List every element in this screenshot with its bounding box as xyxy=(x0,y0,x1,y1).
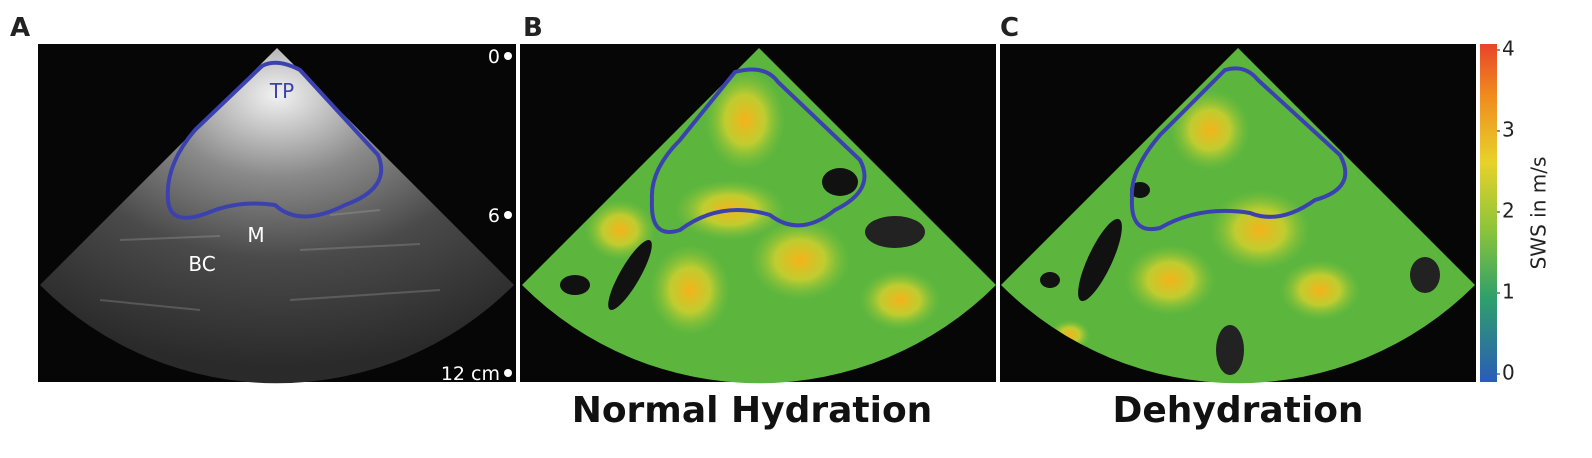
annotation: M xyxy=(247,223,264,247)
caption: Dehydration xyxy=(1112,390,1363,431)
annotation: BC xyxy=(188,252,215,276)
panel-letter: C xyxy=(1000,13,1019,43)
caption: Normal Hydration xyxy=(572,390,933,431)
annotation: TP xyxy=(269,79,294,103)
colorbar-tick-label: 3 xyxy=(1502,118,1515,142)
colorbar-label: SWS in m/s xyxy=(1527,157,1551,270)
tp-contour xyxy=(165,60,384,220)
colorbar xyxy=(1480,44,1497,382)
colorbar-ticks: 0 1 2 3 4 xyxy=(1497,37,1515,385)
depth-label: 0 xyxy=(488,46,500,68)
depth-dots xyxy=(504,52,512,377)
panel-letter: A xyxy=(10,13,30,43)
colorbar-tick-label: 1 xyxy=(1502,280,1515,304)
depth-label: 6 xyxy=(488,205,500,227)
colorbar-tick-label: 0 xyxy=(1502,361,1515,385)
colorbar-tick-label: 4 xyxy=(1502,37,1515,61)
tp-contour xyxy=(1129,66,1348,232)
tp-contour xyxy=(649,67,867,234)
panel-letter: B xyxy=(523,13,543,43)
depth-label: 12 cm xyxy=(441,363,500,385)
colorbar-tick-label: 2 xyxy=(1502,199,1515,223)
